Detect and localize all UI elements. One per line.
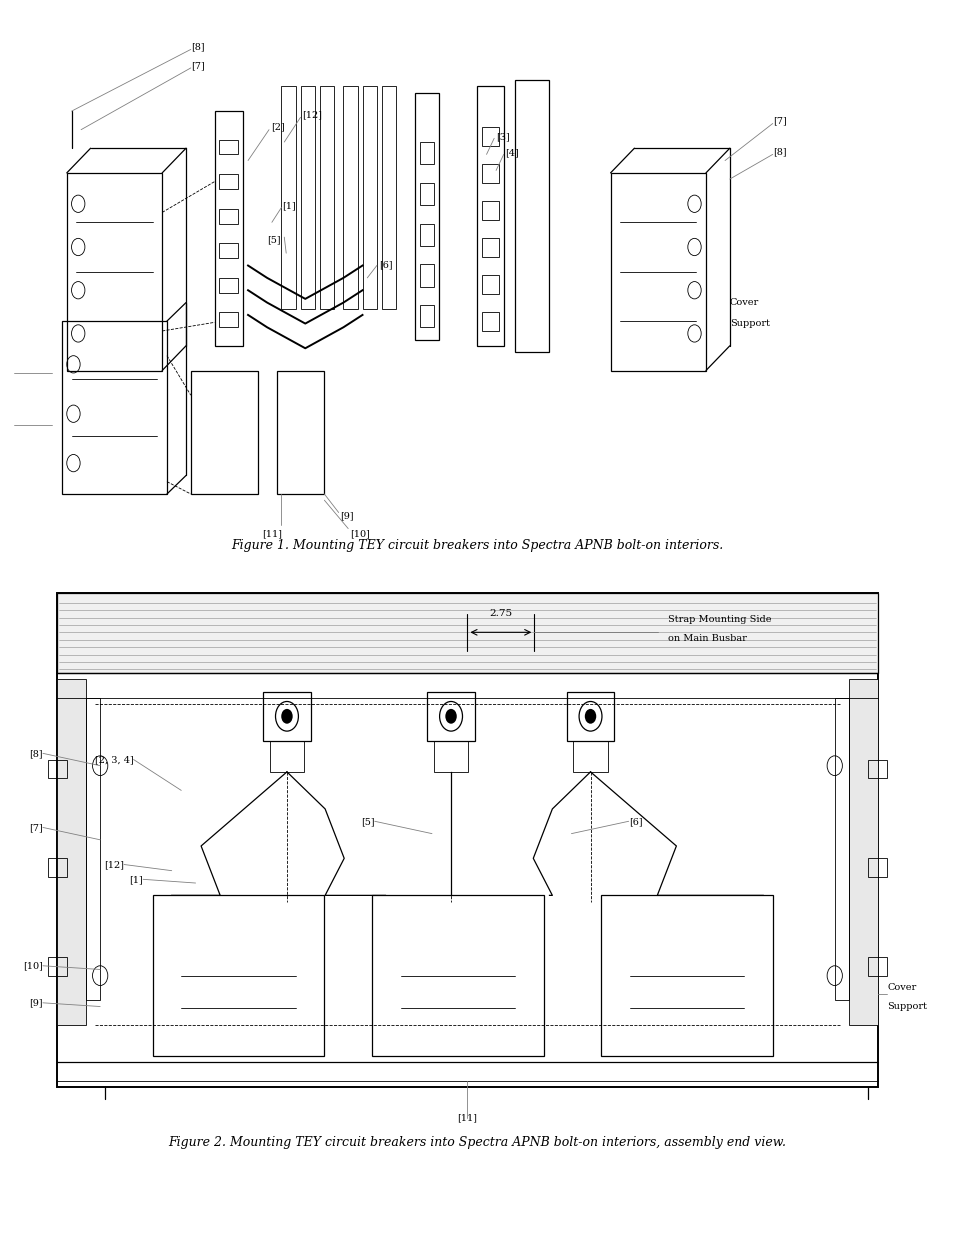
Bar [48,957,67,976]
Text: [12]: [12] [302,110,322,120]
Bar [276,370,324,494]
Circle shape [584,709,596,724]
Bar [381,86,395,309]
Bar [573,741,607,772]
Bar [867,858,886,877]
Text: [9]: [9] [30,998,43,1008]
Text: [5]: [5] [267,235,280,245]
Circle shape [281,709,293,724]
Bar [419,183,434,205]
Bar [867,760,886,778]
Bar [610,173,705,370]
Bar [476,86,503,346]
Bar [57,679,86,1025]
Text: [2, 3, 4]: [2, 3, 4] [94,755,133,764]
Text: Strap Mounting Side: Strap Mounting Side [667,615,770,625]
Bar [48,858,67,877]
Bar [67,173,162,370]
Bar [57,593,877,1087]
Bar [481,238,498,257]
Text: [10]: [10] [23,961,43,971]
Text: [2]: [2] [271,122,284,132]
Text: [6]: [6] [378,259,392,269]
Text: [1]: [1] [130,874,143,884]
Bar [566,692,614,741]
Bar [419,142,434,164]
Bar [515,80,548,352]
Bar [372,895,543,1056]
Bar [848,679,877,1025]
Text: [8]: [8] [30,748,43,758]
Bar [281,86,295,309]
Bar [62,321,167,494]
Bar [219,209,238,224]
Bar [214,111,243,346]
Bar [600,895,772,1056]
Text: [5]: [5] [361,816,375,826]
Text: Figure 1. Mounting TEY circuit breakers into Spectra APNB bolt-on interiors.: Figure 1. Mounting TEY circuit breakers … [231,540,722,552]
Bar [434,741,468,772]
Text: [4]: [4] [505,148,518,158]
Text: [12]: [12] [104,860,124,869]
Bar [481,312,498,331]
Bar [219,174,238,189]
Bar [219,312,238,327]
Circle shape [445,709,456,724]
Bar [419,264,434,287]
Text: [11]: [11] [262,529,282,538]
Text: [8]: [8] [191,42,204,52]
Bar [219,243,238,258]
Text: [6]: [6] [628,816,641,826]
Bar [48,760,67,778]
Bar [219,278,238,293]
Bar [419,305,434,327]
Bar [263,692,311,741]
Bar [834,698,848,1000]
Bar [300,86,314,309]
Bar [57,593,877,673]
Bar [319,86,334,309]
Bar [219,140,238,154]
Text: [3]: [3] [496,132,509,142]
Text: [7]: [7] [30,823,43,832]
Text: [7]: [7] [191,61,204,70]
Text: Support: Support [729,319,769,329]
Text: on Main Busbar: on Main Busbar [667,634,746,643]
Bar [481,275,498,294]
Text: Support: Support [886,1002,926,1011]
Bar [362,86,376,309]
Text: Figure 2. Mounting TEY circuit breakers into Spectra APNB bolt-on interiors, ass: Figure 2. Mounting TEY circuit breakers … [168,1136,785,1149]
Bar [481,164,498,183]
Bar [343,86,357,309]
Text: [11]: [11] [457,1113,476,1123]
Text: [9]: [9] [340,511,354,521]
Bar [481,127,498,146]
Bar [419,224,434,246]
Bar [867,957,886,976]
Text: 2.75: 2.75 [489,609,512,619]
Bar [427,692,475,741]
Bar [270,741,304,772]
Bar [481,201,498,220]
Text: [1]: [1] [282,201,295,211]
Bar [86,698,100,1000]
Text: [10]: [10] [350,529,370,538]
Text: Cover: Cover [886,983,916,993]
Text: [8]: [8] [772,147,785,157]
Text: [7]: [7] [772,116,785,126]
Text: Cover: Cover [729,298,759,308]
Bar [152,895,324,1056]
Bar [415,93,438,340]
Bar [191,370,257,494]
